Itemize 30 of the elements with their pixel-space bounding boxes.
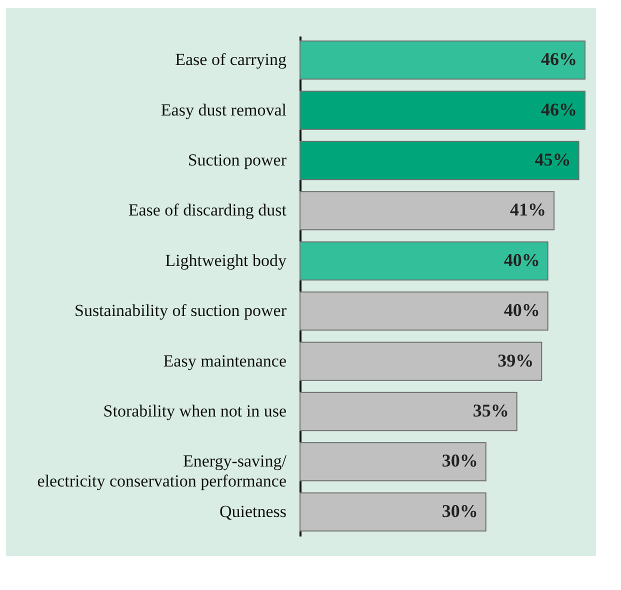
y-tick-label: Storability when not in use bbox=[103, 402, 286, 420]
data-label: 45% bbox=[534, 150, 571, 170]
data-label: 30% bbox=[442, 500, 478, 521]
y-tick-label: Ease of discarding dust bbox=[128, 200, 287, 220]
y-tick-label: Easy dust removal bbox=[160, 100, 287, 120]
bar bbox=[300, 90, 586, 130]
bar bbox=[300, 392, 518, 432]
y-tick-label: Suction power bbox=[188, 150, 287, 170]
y-tick-label: Energy-saving/ electricity conservation performance bbox=[37, 452, 287, 491]
bar bbox=[300, 241, 548, 280]
data-label: 30% bbox=[442, 450, 478, 471]
y-tick-label: Lightweight body bbox=[165, 250, 287, 270]
y-tick-label: Easy maintenance bbox=[163, 351, 286, 370]
data-label: 46% bbox=[541, 49, 577, 70]
data-label: 39% bbox=[498, 350, 534, 370]
data-label: 35% bbox=[472, 400, 509, 420]
bar bbox=[300, 140, 580, 180]
bar bbox=[300, 292, 548, 331]
data-label: 46% bbox=[541, 99, 577, 120]
y-tick-label: Ease of carrying bbox=[175, 50, 287, 70]
bar bbox=[300, 492, 486, 532]
y-tick-label: Quietness bbox=[219, 502, 286, 521]
bar bbox=[300, 191, 555, 230]
data-label: 41% bbox=[510, 200, 546, 220]
y-tick-label: Sustainability of suction power bbox=[74, 301, 287, 320]
bar bbox=[300, 40, 586, 80]
bar bbox=[300, 442, 486, 482]
data-label: 40% bbox=[504, 300, 540, 320]
bar bbox=[300, 342, 542, 381]
data-label: 40% bbox=[504, 250, 540, 270]
